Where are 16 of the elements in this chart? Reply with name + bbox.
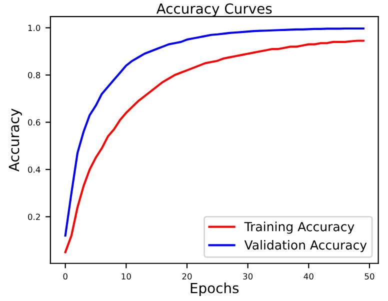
y-tick-label: 1.0 — [28, 24, 40, 32]
y-tick-label: 0.4 — [28, 166, 40, 173]
chart-title: Accuracy Curves — [156, 3, 272, 17]
legend-label: Validation Accuracy — [244, 240, 367, 252]
x-tick-label: 30 — [243, 273, 253, 280]
x-tick-label: 10 — [122, 273, 131, 280]
y-axis-title: Accuracy — [8, 108, 22, 172]
legend-label: Training Accuracy — [244, 222, 354, 234]
x-tick-label: 0 — [63, 273, 68, 280]
x-axis-title: Epochs — [190, 282, 239, 296]
x-tick-label: 50 — [364, 273, 374, 280]
y-tick-label: 0.8 — [28, 72, 40, 78]
x-tick-label: 20 — [182, 273, 192, 280]
y-tick-label: 0.6 — [28, 119, 40, 126]
y-tick-label: 0.2 — [28, 214, 40, 220]
x-tick-label: 40 — [304, 273, 314, 280]
